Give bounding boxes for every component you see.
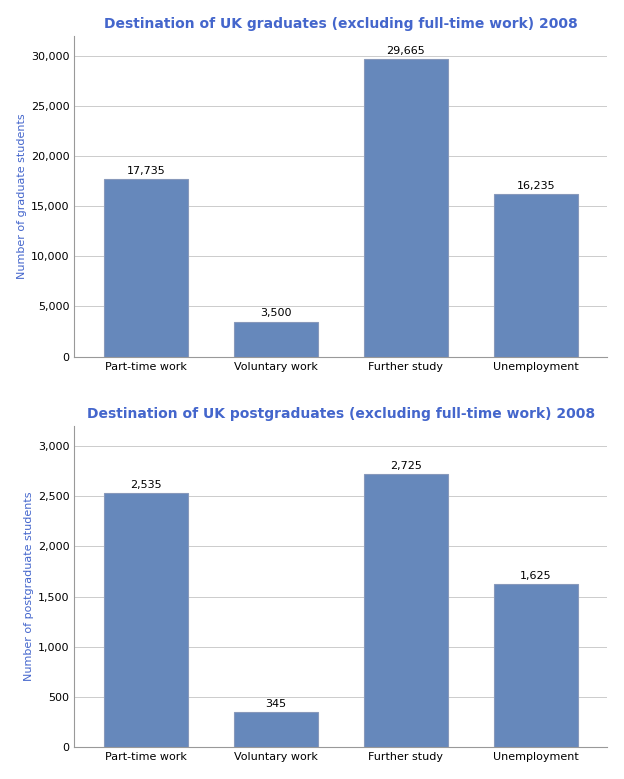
Text: 29,665: 29,665 xyxy=(386,46,425,56)
Y-axis label: Number of graduate students: Number of graduate students xyxy=(17,114,27,279)
Text: 3,500: 3,500 xyxy=(260,308,291,319)
Bar xyxy=(233,712,318,747)
Bar xyxy=(104,493,188,747)
Bar xyxy=(494,584,578,747)
Y-axis label: Number of postgraduate students: Number of postgraduate students xyxy=(24,492,34,682)
Text: 2,535: 2,535 xyxy=(130,480,162,490)
Title: Destination of UK graduates (excluding full-time work) 2008: Destination of UK graduates (excluding f… xyxy=(104,16,578,30)
Text: 17,735: 17,735 xyxy=(127,166,165,176)
Text: 345: 345 xyxy=(265,699,286,709)
Bar xyxy=(364,474,448,747)
Text: 2,725: 2,725 xyxy=(390,460,422,471)
Bar xyxy=(364,59,448,357)
Title: Destination of UK postgraduates (excluding full-time work) 2008: Destination of UK postgraduates (excludi… xyxy=(87,407,595,421)
Bar xyxy=(233,322,318,357)
Text: 16,235: 16,235 xyxy=(517,181,555,191)
Bar xyxy=(494,194,578,357)
Bar xyxy=(104,179,188,357)
Text: 1,625: 1,625 xyxy=(520,571,552,581)
